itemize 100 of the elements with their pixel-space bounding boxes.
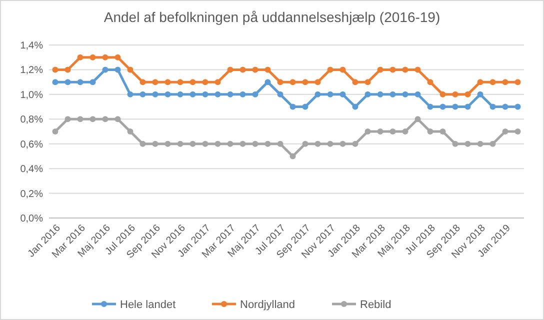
point (502, 79, 508, 86)
point (364, 79, 371, 86)
y-tick-label: 1,4% (20, 40, 44, 52)
point (502, 104, 508, 110)
point (52, 128, 58, 134)
point (452, 140, 458, 147)
point (127, 66, 134, 73)
y-tick-label: 1,0% (20, 90, 44, 101)
point (452, 91, 458, 98)
point (427, 128, 434, 134)
point (102, 66, 108, 73)
point (314, 140, 321, 147)
point (402, 66, 408, 73)
point (290, 79, 296, 86)
point (464, 140, 471, 147)
point (164, 140, 171, 147)
point (340, 140, 346, 147)
point (440, 91, 446, 98)
point (52, 79, 58, 86)
point (240, 91, 246, 98)
point (327, 91, 334, 98)
point (514, 104, 521, 110)
point (214, 140, 221, 147)
legend-label: Rebild (360, 298, 392, 311)
point (302, 79, 308, 86)
point (140, 91, 146, 98)
point (90, 54, 96, 60)
point (227, 66, 234, 73)
point (102, 54, 108, 60)
point (264, 66, 271, 73)
point (202, 79, 208, 86)
point (264, 140, 271, 147)
point (277, 140, 284, 147)
point (427, 79, 434, 86)
point (452, 104, 458, 110)
point (252, 91, 258, 98)
point (390, 91, 396, 98)
point (114, 54, 121, 60)
point (227, 91, 234, 98)
y-tick-label: 1,2% (20, 65, 44, 76)
point (77, 79, 84, 86)
y-tick-label: 0,8% (20, 114, 44, 126)
point (240, 140, 246, 147)
point (77, 116, 84, 122)
point (290, 104, 296, 110)
point (414, 66, 421, 73)
point (152, 79, 158, 86)
point (352, 79, 358, 86)
point (52, 66, 58, 73)
point (277, 91, 284, 98)
point (514, 128, 521, 134)
point (202, 91, 208, 98)
point (114, 66, 121, 73)
legend-label: Hele landet (120, 298, 176, 311)
point (340, 91, 346, 98)
point (352, 104, 358, 110)
point (414, 91, 421, 98)
point (352, 140, 358, 147)
point (252, 140, 258, 147)
point (177, 79, 184, 86)
point (427, 104, 434, 110)
point (202, 140, 208, 147)
y-tick-label: 0,6% (20, 139, 44, 150)
point (177, 140, 184, 147)
legend-label: Nordjylland (240, 298, 296, 311)
point (514, 79, 521, 86)
point (77, 54, 84, 60)
point (64, 66, 71, 73)
point (340, 66, 346, 73)
point (377, 66, 384, 73)
point (164, 91, 171, 98)
point (214, 79, 221, 86)
point (227, 140, 234, 147)
point (127, 128, 134, 134)
point (152, 140, 158, 147)
point (64, 116, 71, 122)
point (477, 79, 484, 86)
point (302, 104, 308, 110)
point (314, 79, 321, 86)
point (314, 91, 321, 98)
point (390, 66, 396, 73)
point (440, 104, 446, 110)
y-tick-label: 0,2% (20, 188, 44, 200)
point (390, 128, 396, 134)
point (140, 140, 146, 147)
point (377, 91, 384, 98)
point (290, 153, 296, 160)
point (477, 140, 484, 147)
point (477, 91, 484, 98)
point (277, 79, 284, 86)
point (377, 128, 384, 134)
point (490, 104, 496, 110)
point (490, 79, 496, 86)
point (164, 79, 171, 86)
point (177, 91, 184, 98)
point (402, 91, 408, 98)
point (414, 116, 421, 122)
point (327, 140, 334, 147)
point (114, 116, 121, 122)
point (490, 140, 496, 147)
